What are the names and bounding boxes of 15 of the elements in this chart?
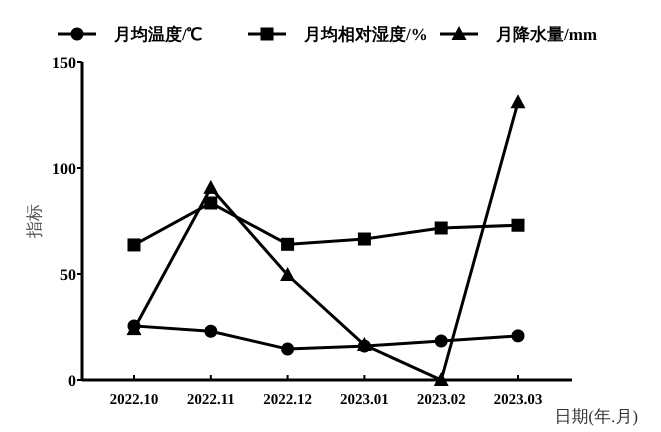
x-tick-label: 2022.11 [186,392,235,408]
x-tick-label: 2023.03 [494,392,542,408]
x-tick-label: 2022.10 [110,392,158,408]
legend-label: 月降水量/mm [495,25,598,44]
legend-label: 月均相对湿度/% [303,25,428,44]
legend-label: 月均温度/℃ [113,25,203,44]
x-axis-title: 日期(年.月) [554,407,638,426]
y-tick-label: 150 [52,55,76,72]
x-tick-label: 2023.02 [416,392,466,408]
y-axis-title: 指标 [25,204,44,239]
y-tick-label: 100 [52,161,76,178]
x-tick-label: 2023.01 [340,392,389,408]
y-tick-label: 50 [60,267,76,284]
x-tick-label: 2022.12 [263,392,312,408]
y-tick-label: 0 [68,373,76,390]
